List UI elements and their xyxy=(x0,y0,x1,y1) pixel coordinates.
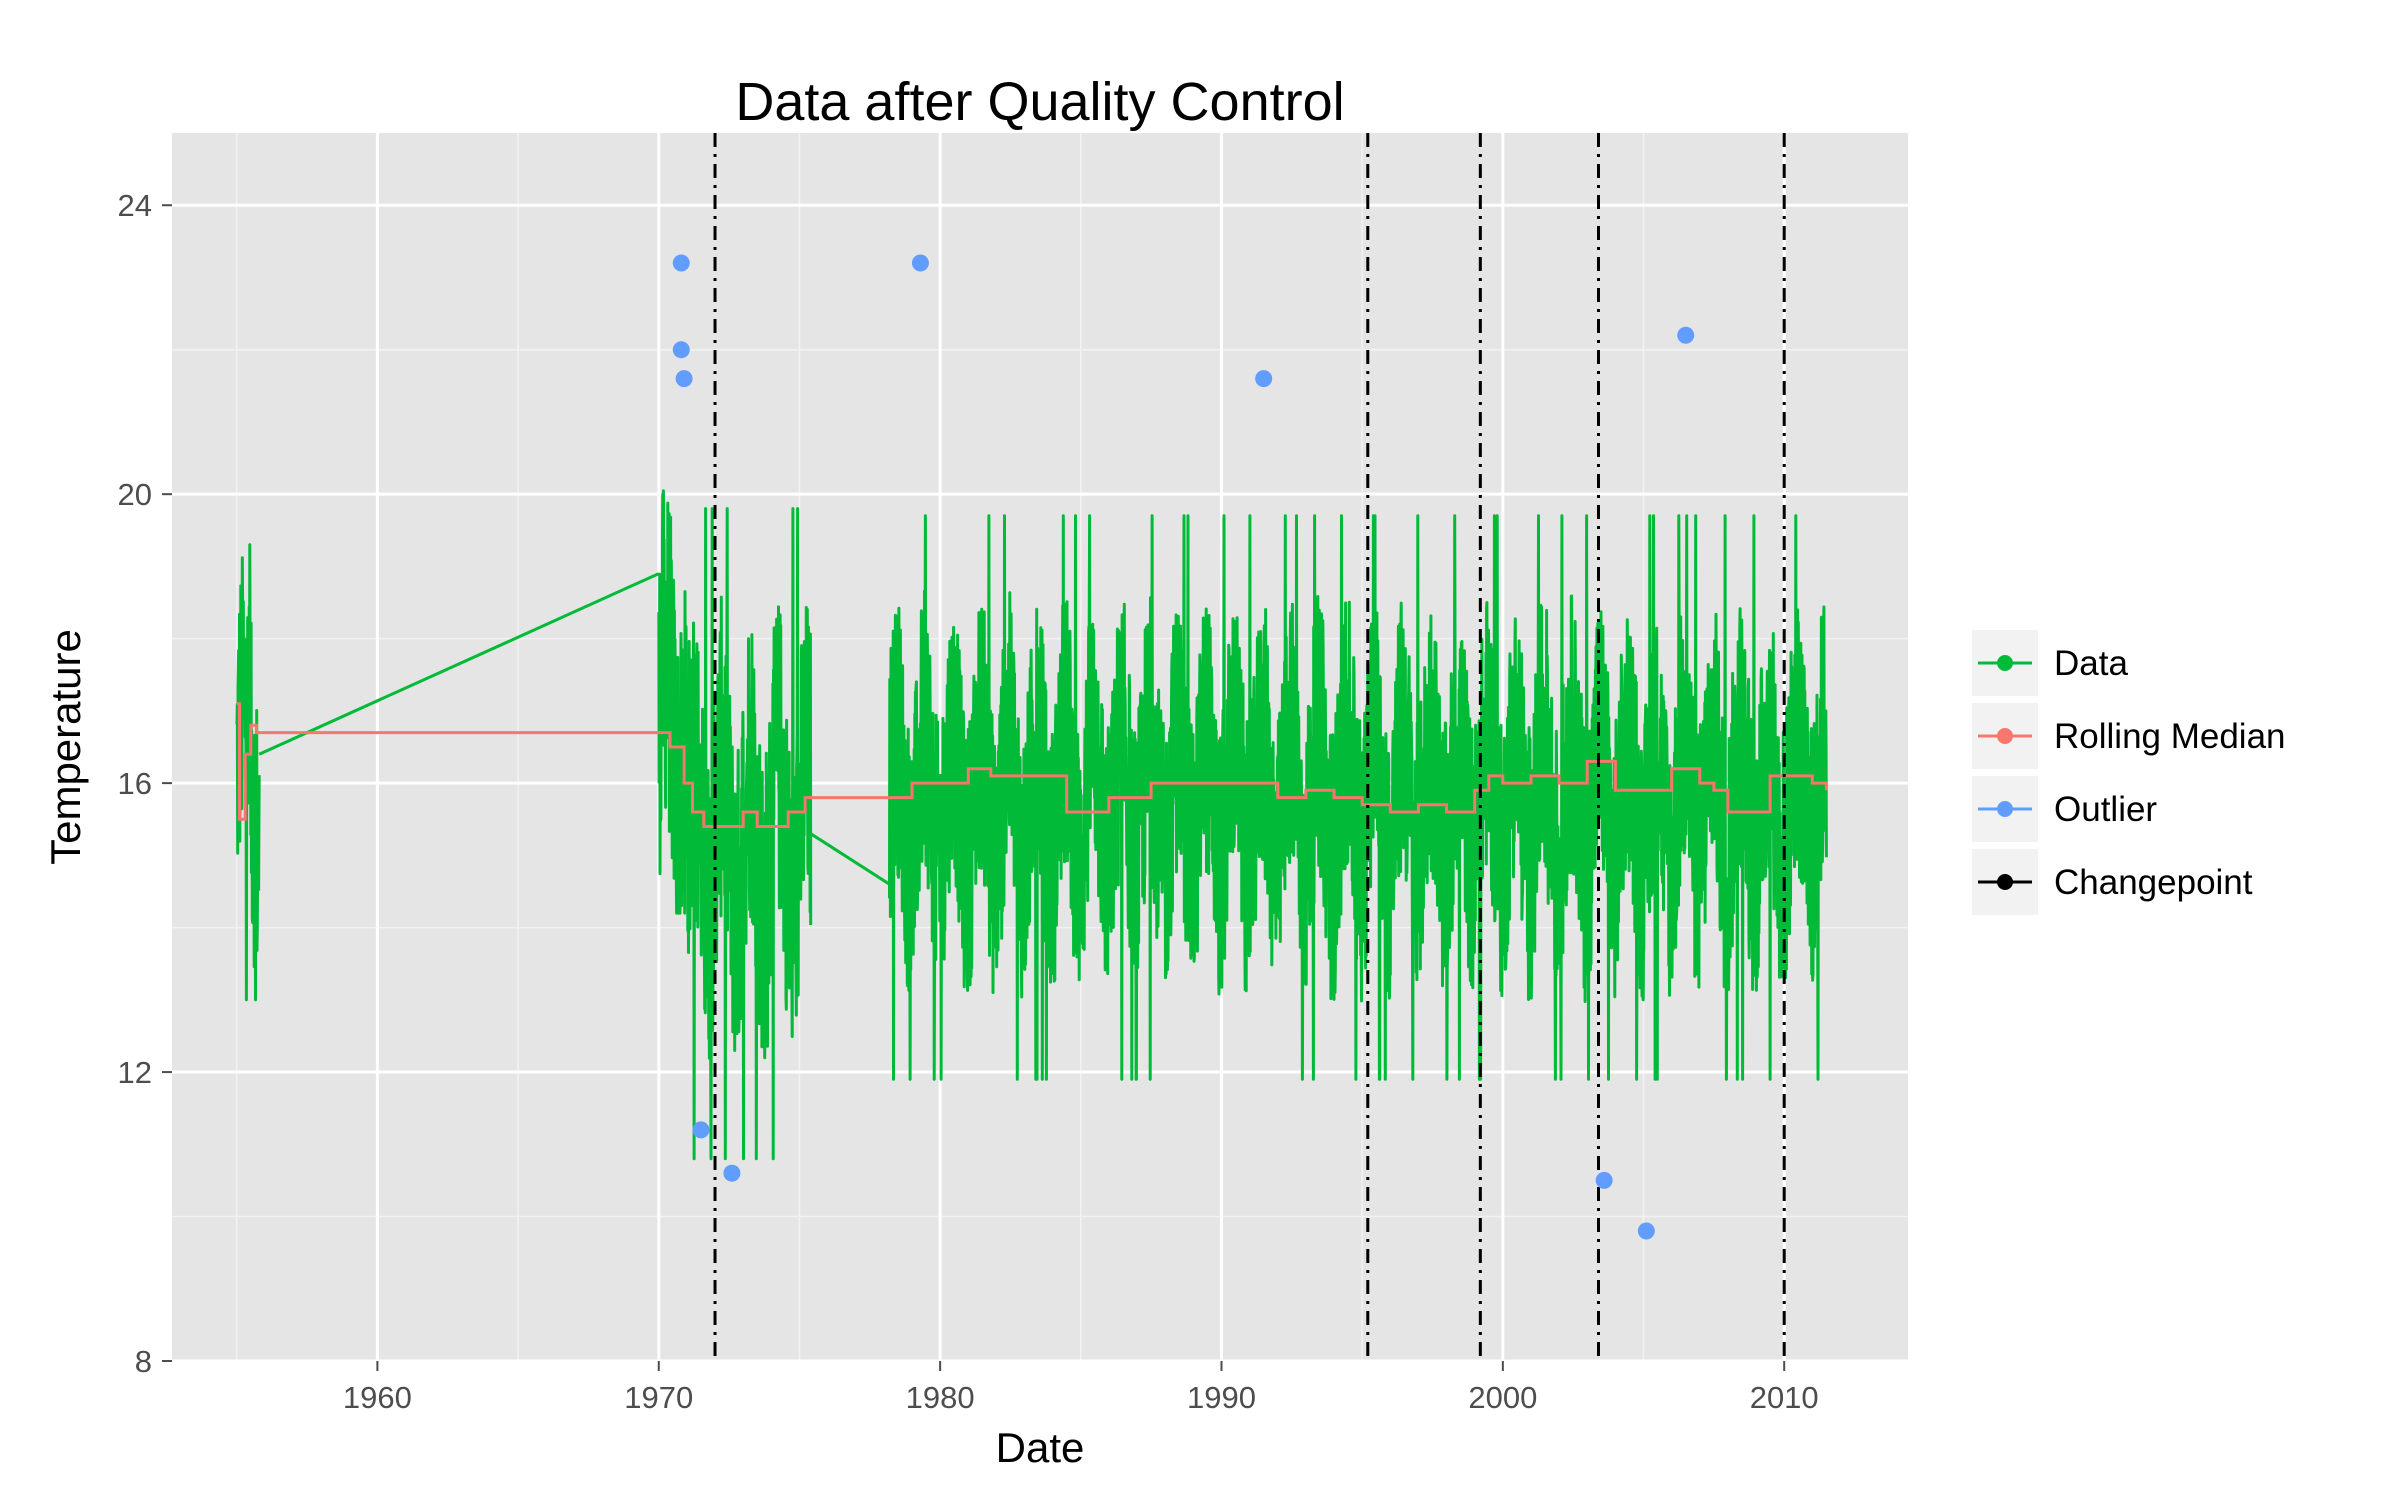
y-tick-label: 8 xyxy=(135,1344,152,1379)
rolling-median-line xyxy=(236,702,1828,828)
outlier-point xyxy=(1677,326,1695,344)
x-tick-label: 1990 xyxy=(1187,1380,1256,1415)
y-axis-title: Temperature xyxy=(42,629,89,865)
data-connector-line xyxy=(809,832,891,886)
y-tick-label: 20 xyxy=(118,477,152,512)
series-outliers xyxy=(672,254,1695,1240)
x-axis: 1960 1970 1980 1990 2000 2010 xyxy=(343,1361,1819,1415)
legend-label: Rolling Median xyxy=(2054,717,2286,756)
outlier-point xyxy=(692,1121,710,1139)
data-line-segment xyxy=(888,514,1828,1081)
outlier-point xyxy=(672,254,690,272)
x-tick-label: 2000 xyxy=(1468,1380,1537,1415)
outlier-point xyxy=(911,254,929,272)
legend: Data Rolling Median Outlier Changepoint xyxy=(1972,630,2286,915)
legend-label: Outlier xyxy=(2054,790,2157,829)
legend-label: Data xyxy=(2054,644,2128,683)
outlier-point xyxy=(672,341,690,359)
y-tick-label: 24 xyxy=(118,188,152,223)
chart-title: Data after Quality Control xyxy=(735,72,1344,132)
data-line-segment xyxy=(657,489,689,915)
legend-key-point xyxy=(1997,728,2013,744)
x-tick-label: 1970 xyxy=(624,1380,693,1415)
series-rolling-median xyxy=(236,702,1828,828)
x-tick-label: 1980 xyxy=(906,1380,975,1415)
x-tick-label: 1960 xyxy=(343,1380,412,1415)
outlier-point xyxy=(1637,1222,1655,1240)
y-axis: 8 12 16 20 24 xyxy=(118,188,172,1379)
legend-key-point xyxy=(1997,801,2013,817)
legend-key-point xyxy=(1997,874,2013,890)
y-tick-label: 16 xyxy=(118,766,152,801)
data-connector-line xyxy=(258,572,660,756)
series-changepoints xyxy=(713,133,1786,1361)
outlier-point xyxy=(1255,370,1273,388)
outlier-point xyxy=(675,370,693,388)
legend-label: Changepoint xyxy=(2054,863,2253,902)
outlier-point xyxy=(1595,1171,1613,1189)
x-axis-title: Date xyxy=(996,1424,1085,1471)
x-tick-label: 2010 xyxy=(1750,1380,1819,1415)
legend-key-point xyxy=(1997,655,2013,671)
outlier-point xyxy=(723,1164,741,1182)
data-line-segment xyxy=(685,507,813,1161)
y-tick-label: 12 xyxy=(118,1055,152,1090)
